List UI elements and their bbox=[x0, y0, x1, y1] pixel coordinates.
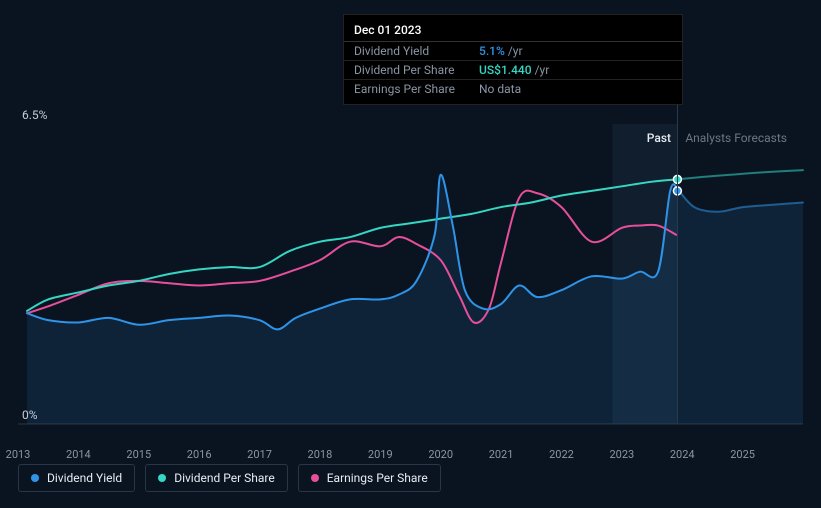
legend-dot bbox=[158, 474, 166, 482]
x-axis-label: 2018 bbox=[308, 448, 333, 461]
section-label-forecast: Analysts Forecasts bbox=[685, 131, 787, 145]
tooltip-row-unit: /yr bbox=[508, 44, 523, 58]
tooltip-row-label: Earnings Per Share bbox=[354, 82, 479, 96]
x-axis-label: 2020 bbox=[428, 448, 453, 461]
x-axis-label: 2016 bbox=[187, 448, 212, 461]
x-axis-label: 2024 bbox=[670, 448, 695, 461]
x-axis-label: 2013 bbox=[6, 448, 31, 461]
x-axis-label: 2023 bbox=[609, 448, 634, 461]
legend-dot bbox=[31, 474, 39, 482]
x-axis-label: 2025 bbox=[730, 448, 755, 461]
legend-label: Earnings Per Share bbox=[327, 471, 428, 485]
tooltip-row-label: Dividend Yield bbox=[354, 44, 479, 58]
forecast-divider-line bbox=[677, 103, 678, 424]
legend-dot bbox=[311, 474, 319, 482]
chart-tooltip: Dec 01 2023 Dividend Yield5.1% /yrDivide… bbox=[343, 14, 683, 105]
x-axis-label: 2021 bbox=[489, 448, 514, 461]
x-axis-label: 2015 bbox=[126, 448, 151, 461]
x-axis-label: 2014 bbox=[66, 448, 91, 461]
tooltip-row-label: Dividend Per Share bbox=[354, 63, 479, 77]
x-axis-label: 2022 bbox=[549, 448, 574, 461]
tooltip-row-value: 5.1% bbox=[479, 44, 505, 58]
dividend-chart: 6.5% 0% Past Analysts Forecasts 2013 2014… bbox=[0, 0, 821, 508]
legend-label: Dividend Per Share bbox=[174, 471, 275, 485]
tooltip-row-unit: /yr bbox=[535, 63, 550, 77]
tooltip-row-value: No data bbox=[479, 82, 521, 96]
tooltip-row: Dividend Yield5.1% /yr bbox=[344, 42, 682, 61]
tooltip-row: Earnings Per ShareNo data bbox=[344, 80, 682, 98]
section-label-past: Past bbox=[647, 131, 671, 145]
x-axis-label: 2017 bbox=[247, 448, 272, 461]
tooltip-date: Dec 01 2023 bbox=[344, 21, 682, 42]
legend-item-dividend-yield[interactable]: Dividend Yield bbox=[18, 464, 135, 492]
legend-label: Dividend Yield bbox=[47, 471, 122, 485]
chart-legend: Dividend Yield Dividend Per Share Earnings… bbox=[18, 464, 441, 492]
legend-item-dividend-per-share[interactable]: Dividend Per Share bbox=[145, 464, 288, 492]
x-axis-label: 2019 bbox=[368, 448, 393, 461]
tooltip-row: Dividend Per ShareUS$1.440 /yr bbox=[344, 61, 682, 80]
legend-item-earnings-per-share[interactable]: Earnings Per Share bbox=[298, 464, 441, 492]
y-axis-max-label: 6.5% bbox=[22, 108, 47, 122]
y-axis-min-label: 0% bbox=[22, 408, 38, 422]
tooltip-row-value: US$1.440 bbox=[479, 63, 532, 77]
